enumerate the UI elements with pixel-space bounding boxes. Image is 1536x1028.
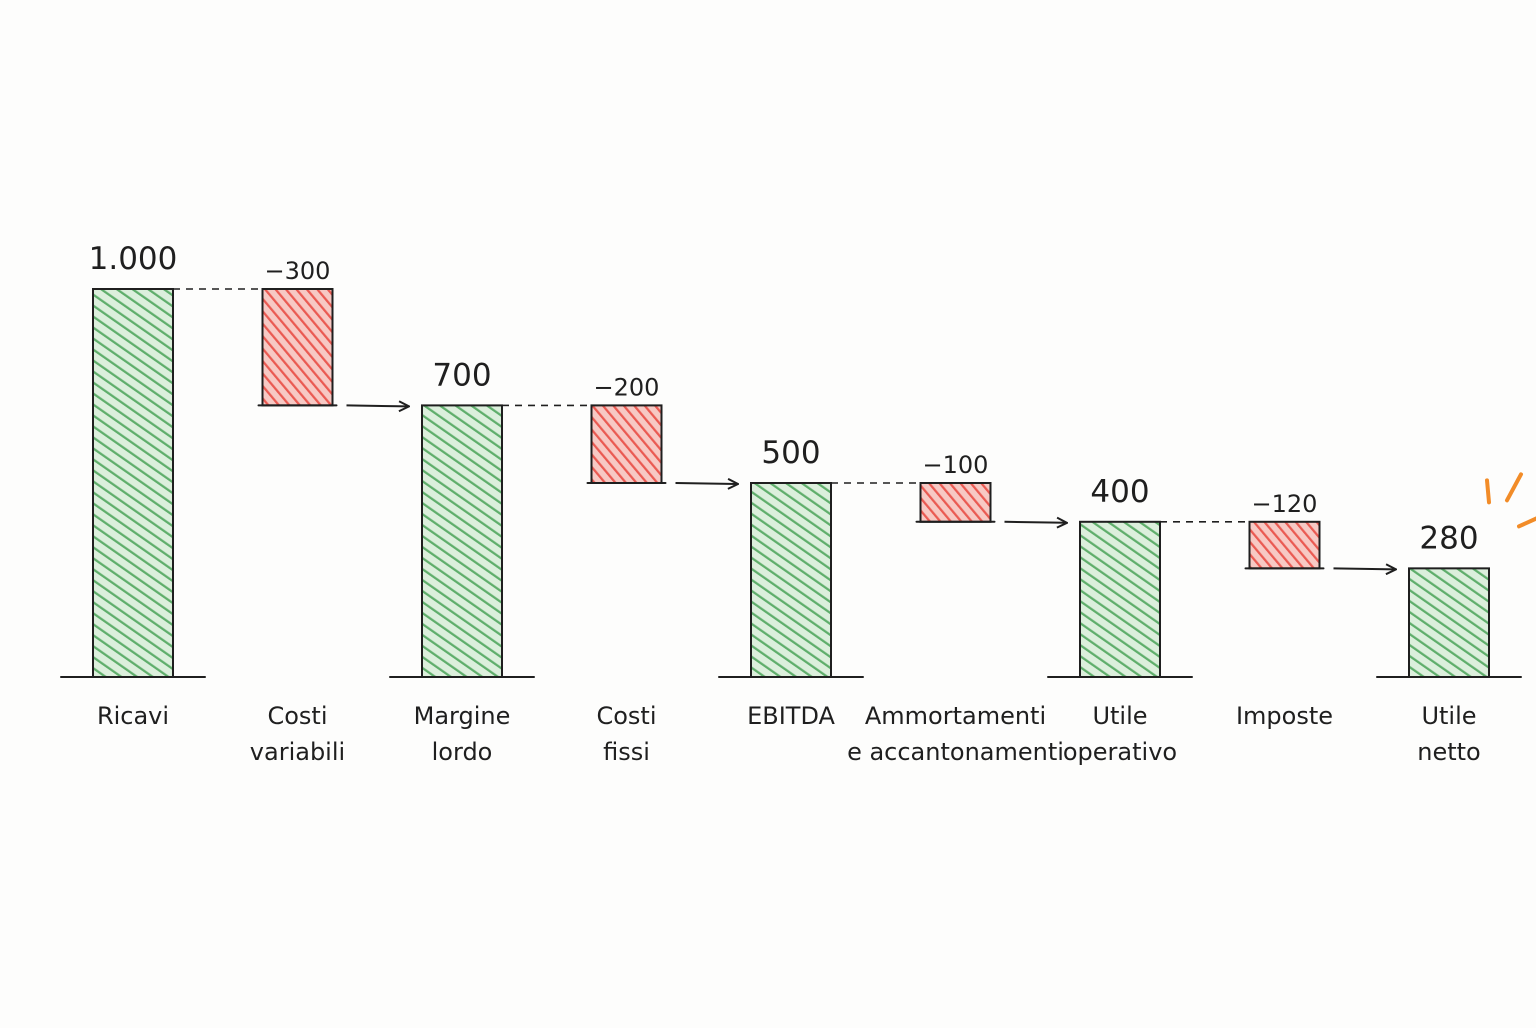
category-label-3: Margine lordo bbox=[414, 702, 511, 766]
arrow-4 bbox=[675, 483, 738, 484]
category-label-1: Ricavi bbox=[97, 702, 169, 730]
category-label-line: variabili bbox=[250, 738, 345, 766]
value-label-4: −200 bbox=[594, 373, 660, 401]
category-label-line: Ricavi bbox=[97, 702, 169, 730]
sparkle-stroke-1 bbox=[1485, 478, 1491, 505]
arrow-2 bbox=[346, 405, 409, 406]
category-label-line: Utile bbox=[1421, 702, 1476, 730]
value-label-8: −120 bbox=[1252, 490, 1318, 518]
category-label-line: Margine bbox=[414, 702, 511, 730]
category-label-line: e accantonamenti bbox=[847, 738, 1064, 766]
category-label-7: Utile operativo bbox=[1063, 702, 1177, 766]
category-label-4: Costi fissi bbox=[596, 702, 656, 766]
category-label-8: Imposte bbox=[1236, 702, 1333, 730]
category-label-line: EBITDA bbox=[747, 702, 835, 730]
bar-5 bbox=[750, 482, 832, 678]
sparkle-stroke-3 bbox=[1517, 516, 1536, 529]
category-label-5: EBITDA bbox=[747, 702, 835, 730]
bar-3 bbox=[421, 404, 503, 678]
category-label-line: fissi bbox=[603, 738, 650, 766]
value-label-3: 700 bbox=[432, 357, 491, 393]
value-label-5: 500 bbox=[761, 435, 820, 471]
bar-4 bbox=[590, 404, 663, 484]
category-label-2: Costi variabili bbox=[250, 702, 345, 766]
category-label-line: Costi bbox=[596, 702, 656, 730]
category-label-line: lordo bbox=[432, 738, 493, 766]
category-label-line: Costi bbox=[267, 702, 327, 730]
bar-6 bbox=[919, 482, 992, 523]
value-label-1: 1.000 bbox=[89, 241, 178, 277]
sparkle-stroke-2 bbox=[1505, 472, 1523, 503]
value-label-2: −300 bbox=[265, 257, 331, 285]
arrow-6 bbox=[1004, 522, 1067, 523]
category-label-9: Utile netto bbox=[1417, 702, 1480, 766]
bar-1 bbox=[92, 288, 174, 678]
category-label-line: Utile bbox=[1092, 702, 1147, 730]
arrow-8 bbox=[1333, 568, 1396, 569]
value-label-9: 280 bbox=[1419, 520, 1478, 556]
bar-9 bbox=[1408, 567, 1490, 678]
category-label-line: netto bbox=[1417, 738, 1480, 766]
bar-7 bbox=[1079, 520, 1161, 678]
category-label-6: Ammortamenti e accantonamenti bbox=[847, 702, 1064, 766]
bar-2 bbox=[261, 288, 334, 407]
value-label-6: −100 bbox=[923, 451, 989, 479]
bar-8 bbox=[1248, 520, 1321, 570]
category-label-line: Ammortamenti bbox=[865, 702, 1046, 730]
value-label-7: 400 bbox=[1090, 474, 1149, 510]
category-label-line: Imposte bbox=[1236, 702, 1333, 730]
category-label-line: operativo bbox=[1063, 738, 1177, 766]
